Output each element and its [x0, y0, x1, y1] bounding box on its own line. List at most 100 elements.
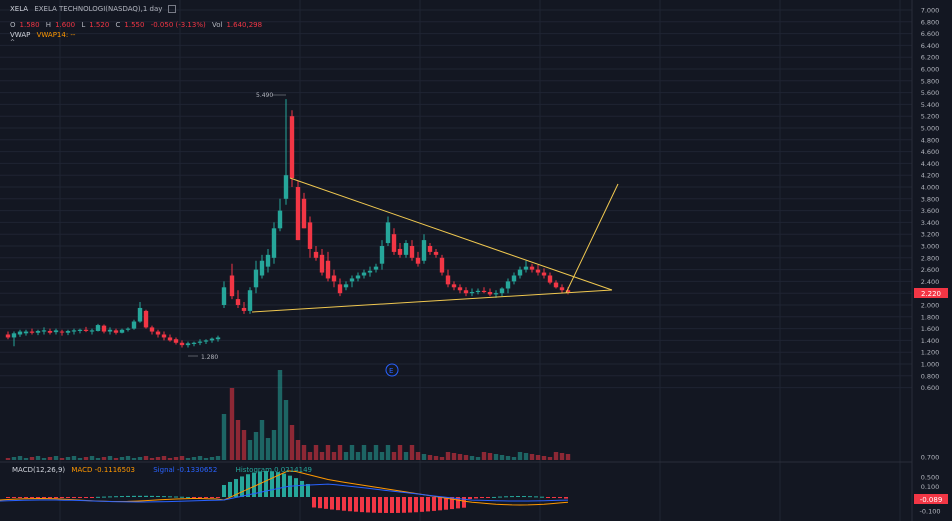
projection-line[interactable]: [565, 183, 619, 294]
lower-trendline[interactable]: [251, 289, 613, 313]
macd-hist-bar: [366, 497, 370, 513]
volume-bar: [161, 456, 167, 460]
price-axis-tick: 3.000: [921, 243, 940, 251]
macd-hist-bar: [30, 497, 34, 499]
volume-bar: [197, 456, 203, 460]
volume-bar: [439, 457, 445, 460]
candle-body: [301, 198, 307, 229]
candle-body: [415, 257, 421, 264]
volume-bars: [5, 370, 571, 460]
open-label: O: [10, 21, 16, 29]
settings-box-icon[interactable]: [168, 5, 177, 13]
candle-body: [409, 246, 415, 258]
candle-body: [149, 327, 155, 332]
macd-hist-bar: [504, 496, 508, 498]
macd-hist-bar: [120, 496, 124, 498]
macd-axis-tick: 0.500: [921, 474, 940, 482]
price-axis-tick: 3.600: [921, 207, 940, 215]
macd-hist-bar: [294, 478, 298, 497]
macd-hist-bar: [252, 472, 256, 497]
price-axis-tick: 4.600: [921, 148, 940, 156]
volume-bar: [451, 453, 457, 460]
volume-bar: [325, 445, 331, 460]
candle-body: [295, 187, 301, 241]
candle-body: [53, 330, 59, 333]
price-axis[interactable]: 7.000 6.800 6.600 6.400 6.200 6.000 5.800 5.600…: [921, 7, 940, 393]
macd-hist-bar: [270, 471, 274, 497]
candle-body: [445, 275, 451, 285]
chart-header: XELA EXELA TECHNOLOGI(NASDAQ),1 day O 1.5…: [10, 4, 266, 46]
macd-hist-bar: [72, 497, 76, 498]
macd-hist-bar: [150, 495, 154, 497]
macd-hist-bar: [324, 497, 328, 509]
candle-body: [559, 287, 565, 291]
price-axis-tick: 0.800: [921, 372, 940, 380]
volume-bar: [11, 457, 17, 460]
macd-hist-bar: [372, 497, 376, 513]
candle-body: [265, 254, 271, 267]
chart-title[interactable]: EXELA TECHNOLOGI(NASDAQ),1 day: [34, 5, 163, 13]
candle-body: [361, 272, 367, 276]
candle-body: [179, 342, 185, 346]
macd-indicator-label[interactable]: MACD(12,26,9): [12, 466, 66, 474]
volume-bar: [119, 457, 125, 460]
candle-body: [203, 340, 209, 342]
macd-hist-bar: [18, 497, 22, 498]
candle-body: [391, 234, 397, 252]
ticker-symbol[interactable]: XELA: [10, 5, 29, 13]
volume-bar: [457, 454, 463, 460]
volume-bar: [463, 455, 469, 460]
macd-hist-bar: [516, 496, 520, 498]
candle-body: [385, 222, 391, 244]
price-axis-tick: 4.200: [921, 172, 940, 180]
macd-hist-bar: [342, 497, 346, 511]
macd-hist-bar: [132, 495, 136, 497]
volume-bar: [203, 458, 209, 460]
macd-hist-bar: [264, 471, 268, 497]
macd-hist-bar: [474, 497, 478, 499]
price-axis-tick: 6.200: [921, 54, 940, 62]
candle-body: [289, 116, 295, 179]
macd-hist-bar: [6, 497, 10, 498]
macd-axis-tick: -0.100: [920, 508, 941, 516]
macd-hist-bar: [408, 497, 412, 513]
candle-body: [197, 341, 203, 343]
earnings-icon[interactable]: [385, 363, 399, 377]
candle-body: [71, 330, 77, 332]
macd-hist-bar: [24, 497, 28, 498]
macd-hist-bar: [42, 497, 46, 499]
low-marker: 1.280: [188, 354, 218, 361]
volume-bar: [511, 457, 517, 460]
macd-hist-bar: [318, 497, 322, 509]
collapse-toggle[interactable]: ^: [10, 39, 16, 46]
candle-body: [457, 287, 463, 291]
upper-trendline[interactable]: [289, 177, 613, 291]
macd-hist-bar: [300, 480, 304, 497]
close-label: C: [115, 21, 121, 29]
volume-bar: [283, 400, 289, 460]
macd-hist-bar: [192, 497, 196, 498]
macd-axis-tick: 0.100: [921, 483, 940, 491]
macd-hist-bar: [204, 497, 208, 498]
vwap-indicator-label[interactable]: VWAP: [10, 31, 31, 39]
candle-body: [29, 331, 35, 333]
volume-bar: [107, 456, 113, 460]
volume-bar: [343, 452, 349, 460]
volume-bar: [427, 455, 433, 460]
earnings-marker[interactable]: E: [385, 363, 399, 377]
volume-bar: [307, 452, 313, 460]
candle-body: [209, 338, 215, 341]
candle-body: [5, 334, 11, 338]
candle-body: [397, 248, 403, 255]
macd-hist-bar: [384, 497, 388, 513]
volume-bar: [409, 445, 415, 460]
triangle-pattern-drawing[interactable]: [251, 177, 619, 313]
volume-bar: [523, 453, 529, 460]
candle-body: [283, 175, 289, 199]
macd-hist-bar: [558, 497, 562, 499]
macd-hist-bar: [162, 496, 166, 498]
macd-hist-bar: [78, 497, 82, 498]
volume-bar: [415, 452, 421, 460]
price-tag-box: [914, 288, 948, 298]
